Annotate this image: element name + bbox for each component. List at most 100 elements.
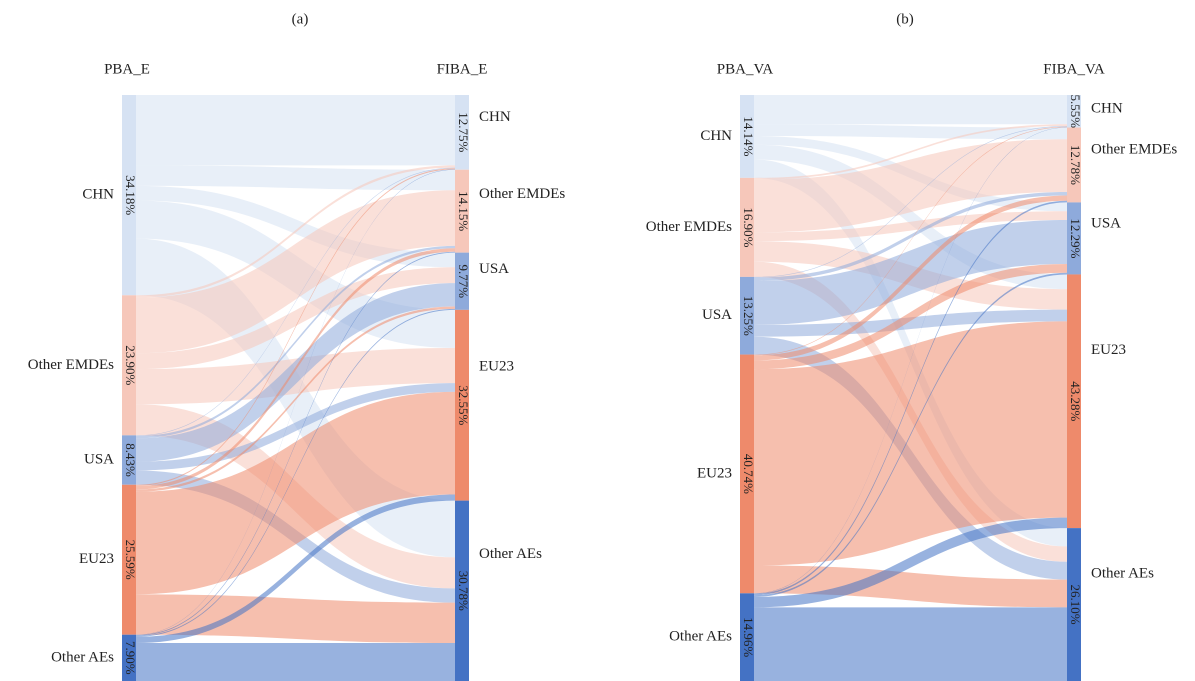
- target-pct: 12.78%: [1068, 145, 1083, 185]
- source-pct: 23.90%: [123, 345, 138, 385]
- flow: [136, 95, 455, 166]
- flow: [754, 95, 1067, 125]
- target-label: Other AEs: [1091, 565, 1154, 581]
- target-node: [1067, 528, 1081, 681]
- source-node: [740, 593, 754, 681]
- flow: [754, 126, 1067, 278]
- source-label: EU23: [79, 551, 114, 567]
- flow: [754, 309, 1067, 337]
- source-node: [740, 276, 754, 355]
- flow: [136, 165, 455, 298]
- target-label: Other EMDEs: [1091, 141, 1177, 157]
- source-label: USA: [702, 307, 732, 323]
- flow: [754, 321, 1067, 566]
- source-node: [740, 95, 754, 178]
- flow: [136, 169, 455, 635]
- flow: [754, 211, 1067, 242]
- flow: [754, 139, 1067, 233]
- source-label: CHN: [82, 187, 114, 203]
- flows: [136, 95, 455, 681]
- target-pct: 5.55%: [1068, 94, 1083, 128]
- flow: [754, 126, 1067, 356]
- panel-title: (b): [896, 11, 914, 27]
- target-label: Other AEs: [479, 546, 542, 562]
- target-node: [1067, 127, 1081, 203]
- source-label: CHN: [700, 128, 732, 144]
- flow: [754, 191, 1067, 282]
- source-header: PBA_E: [104, 61, 150, 77]
- panel-title: (a): [292, 11, 309, 27]
- target-node: [455, 309, 469, 501]
- target-node: [455, 500, 469, 681]
- source-label: Other EMDEs: [28, 357, 114, 373]
- target-pct: 14.15%: [456, 191, 471, 231]
- target-header: FIBA_VA: [1043, 61, 1105, 77]
- target-pct: 30.78%: [456, 571, 471, 611]
- source-node: [122, 295, 136, 436]
- flow: [754, 565, 1067, 608]
- source-node: [740, 354, 754, 594]
- flow: [136, 306, 455, 492]
- target-label: USA: [1091, 215, 1121, 231]
- target-label: Other EMDEs: [479, 186, 565, 202]
- target-node: [1067, 202, 1081, 275]
- target-node: [1067, 274, 1081, 529]
- source-node: [122, 435, 136, 485]
- flow: [136, 267, 455, 370]
- target-pct: 43.28%: [1068, 381, 1083, 421]
- flow: [754, 144, 1067, 290]
- target-pct: 26.10%: [1068, 585, 1083, 625]
- source-label: EU23: [697, 465, 732, 481]
- flow: [136, 383, 455, 471]
- target-header: FIBA_E: [437, 61, 488, 77]
- flow: [754, 220, 1067, 325]
- source-pct: 16.90%: [741, 207, 756, 247]
- flow: [754, 272, 1067, 597]
- flow: [136, 190, 455, 354]
- source-label: USA: [84, 451, 114, 467]
- flow: [754, 124, 1067, 180]
- target-label: USA: [479, 261, 509, 277]
- target-pct: 12.75%: [456, 112, 471, 152]
- target-pct: 32.55%: [456, 385, 471, 425]
- source-header: PBA_VA: [717, 61, 774, 77]
- target-node: [455, 252, 469, 310]
- flow: [136, 165, 455, 191]
- target-pct: 9.77%: [456, 264, 471, 298]
- source-pct: 14.14%: [741, 116, 756, 156]
- source-label: Other AEs: [669, 629, 732, 645]
- flow: [136, 248, 455, 490]
- flow: [754, 127, 1067, 594]
- flow: [136, 594, 455, 644]
- flow: [136, 643, 455, 681]
- source-pct: 13.25%: [741, 296, 756, 336]
- flow: [754, 607, 1067, 681]
- flow: [754, 200, 1067, 596]
- flows: [754, 95, 1067, 681]
- source-pct: 8.43%: [123, 443, 138, 477]
- flow: [136, 308, 455, 637]
- source-node: [122, 634, 136, 681]
- flow: [136, 245, 455, 439]
- target-label: EU23: [1091, 342, 1126, 358]
- flow: [136, 168, 455, 486]
- target-label: CHN: [479, 109, 511, 125]
- flow: [754, 195, 1067, 361]
- source-pct: 34.18%: [123, 175, 138, 215]
- flow: [136, 251, 455, 636]
- target-pct: 12.29%: [1068, 218, 1083, 258]
- source-node: [122, 95, 136, 296]
- flow: [754, 124, 1067, 140]
- flow: [136, 494, 455, 644]
- target-label: CHN: [1091, 100, 1123, 116]
- flow: [136, 283, 455, 462]
- flow: [754, 517, 1067, 608]
- source-pct: 40.74%: [741, 454, 756, 494]
- flow: [136, 167, 455, 436]
- source-pct: 25.59%: [123, 540, 138, 580]
- flow: [136, 391, 455, 595]
- target-node: [1067, 95, 1081, 128]
- flow: [754, 263, 1067, 370]
